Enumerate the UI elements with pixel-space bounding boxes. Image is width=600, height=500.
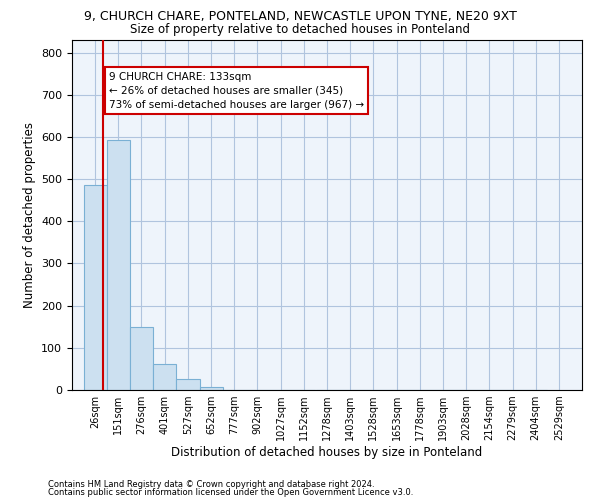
Bar: [153, 364, 176, 390]
Text: Size of property relative to detached houses in Ponteland: Size of property relative to detached ho…: [130, 22, 470, 36]
Bar: [83, 186, 107, 390]
Text: 9 CHURCH CHARE: 133sqm
← 26% of detached houses are smaller (345)
73% of semi-de: 9 CHURCH CHARE: 133sqm ← 26% of detached…: [109, 72, 364, 110]
Text: Contains public sector information licensed under the Open Government Licence v3: Contains public sector information licen…: [48, 488, 413, 497]
Bar: [107, 140, 130, 390]
Bar: [200, 386, 223, 390]
Text: Contains HM Land Registry data © Crown copyright and database right 2024.: Contains HM Land Registry data © Crown c…: [48, 480, 374, 489]
Y-axis label: Number of detached properties: Number of detached properties: [23, 122, 35, 308]
Text: 9, CHURCH CHARE, PONTELAND, NEWCASTLE UPON TYNE, NE20 9XT: 9, CHURCH CHARE, PONTELAND, NEWCASTLE UP…: [83, 10, 517, 23]
Bar: [130, 326, 153, 390]
X-axis label: Distribution of detached houses by size in Ponteland: Distribution of detached houses by size …: [172, 446, 482, 459]
Bar: [176, 380, 200, 390]
